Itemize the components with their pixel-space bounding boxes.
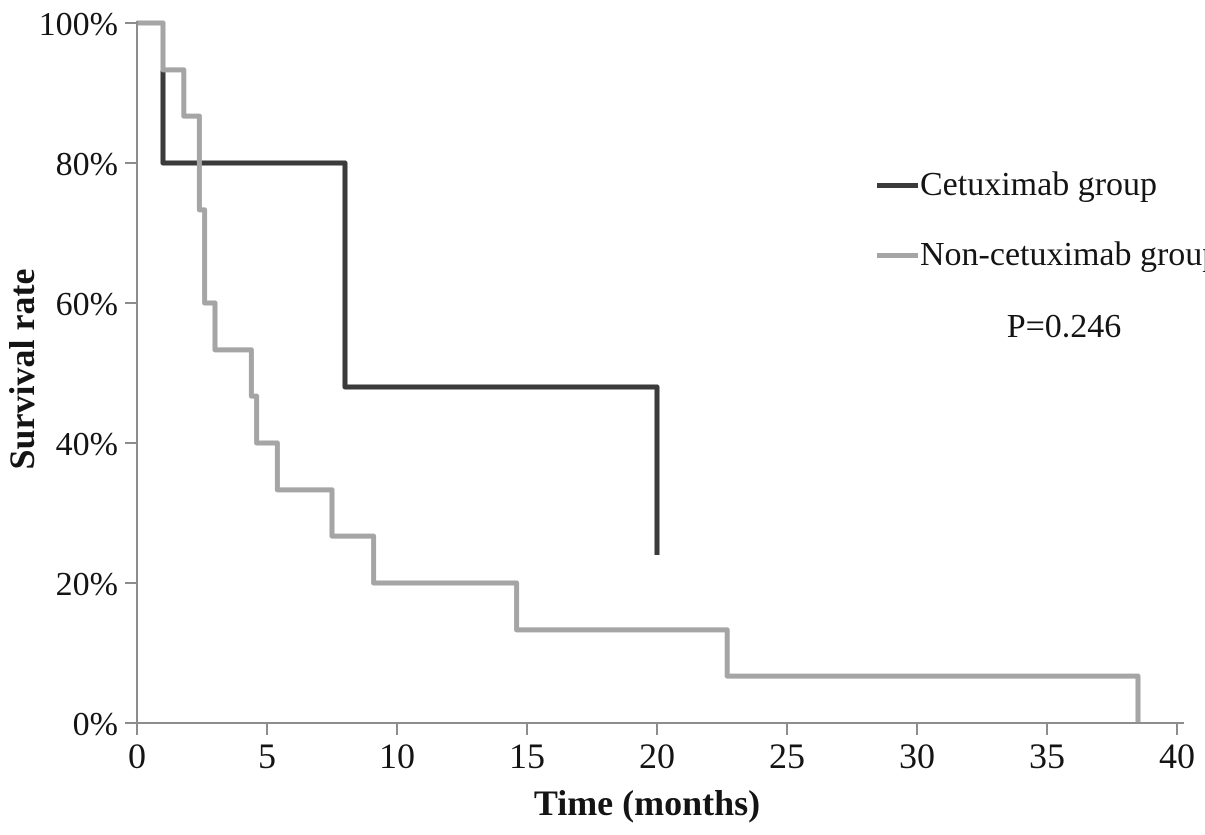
y-tick-label: 60% [56, 286, 118, 323]
legend-label-non-cetuximab: Non-cetuximab group [920, 236, 1205, 273]
y-axis-title: Survival rate [2, 268, 42, 470]
y-tick-label: 40% [56, 426, 118, 463]
x-tick-label: 40 [1159, 736, 1195, 776]
cetuximab-group-curve [160, 23, 660, 555]
legend-label-cetuximab: Cetuximab group [920, 166, 1158, 203]
legend-item-non-cetuximab: Non-cetuximab group [877, 236, 1205, 274]
x-tick-label: 20 [639, 736, 675, 776]
y-tick-label: 20% [56, 566, 118, 603]
x-axis-title: Time (months) [533, 783, 761, 823]
y-tick-label: 0% [73, 706, 118, 743]
x-tick-label: 30 [899, 736, 935, 776]
x-tick-label: 15 [509, 736, 545, 776]
non-cetuximab-line-swatch [877, 252, 918, 258]
x-tick-label: 0 [128, 736, 146, 776]
x-tick-label: 35 [1029, 736, 1065, 776]
p-value-annotation: P=0.246 [1006, 308, 1122, 345]
y-tick-label: 100% [39, 6, 118, 43]
non-cetuximab-group-curve [137, 20, 1141, 723]
x-tick-label: 5 [258, 736, 276, 776]
x-tick-label: 25 [769, 736, 805, 776]
legend-item-cetuximab: Cetuximab group [877, 166, 1157, 204]
y-tick-label: 80% [56, 146, 118, 183]
x-tick-label: 10 [379, 736, 415, 776]
cetuximab-line-swatch [877, 182, 918, 188]
